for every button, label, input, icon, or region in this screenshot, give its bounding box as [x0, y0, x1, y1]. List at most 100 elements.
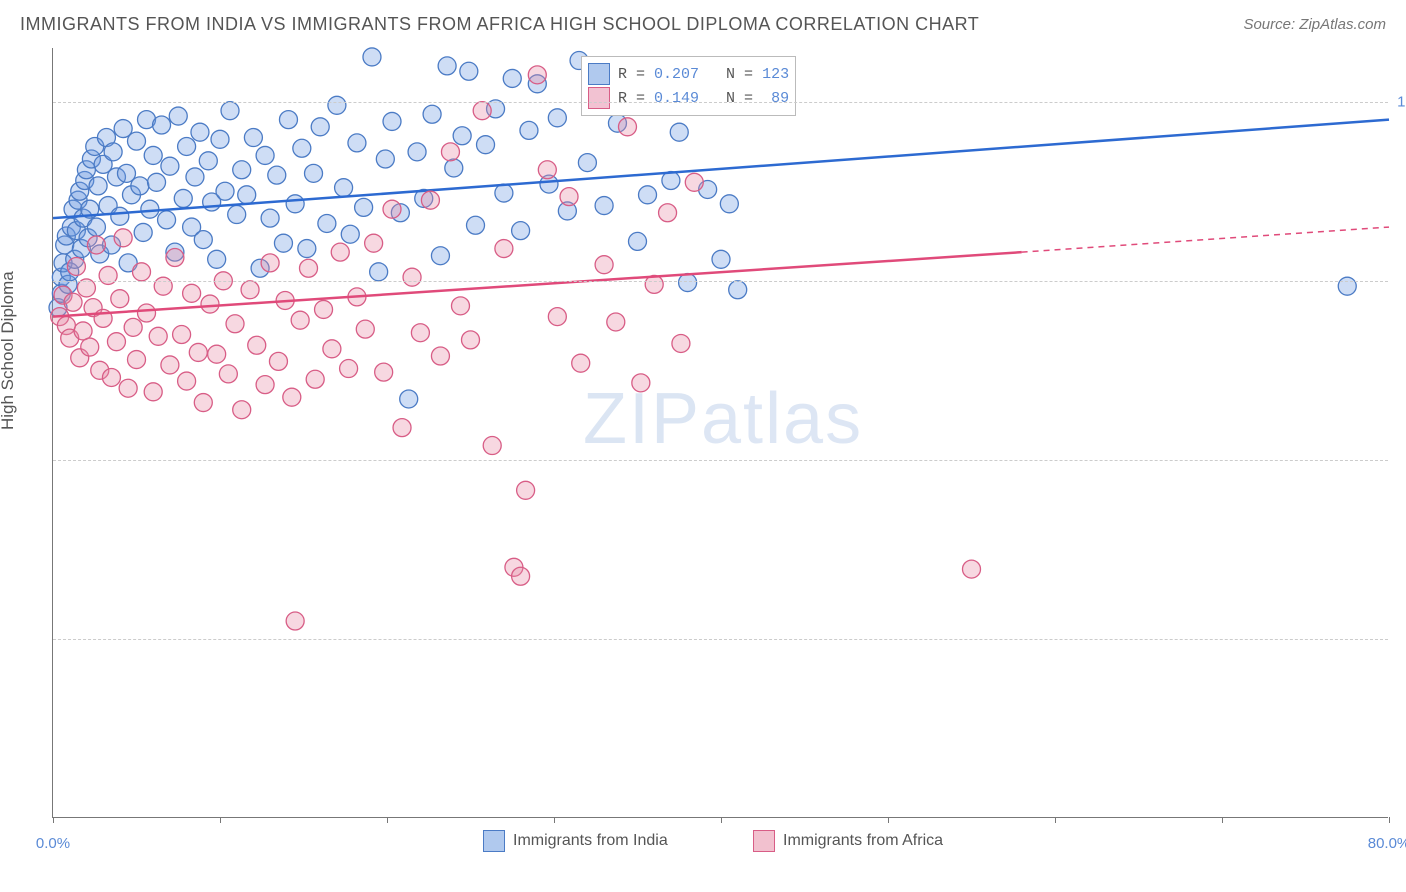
scatter-point-india — [158, 211, 176, 229]
scatter-point-india — [383, 112, 401, 130]
scatter-point-africa — [107, 333, 125, 351]
scatter-point-india — [211, 130, 229, 148]
scatter-point-africa — [607, 313, 625, 331]
scatter-point-africa — [219, 365, 237, 383]
scatter-point-africa — [383, 200, 401, 218]
scatter-point-africa — [618, 118, 636, 136]
scatter-point-africa — [189, 343, 207, 361]
scatter-point-india — [104, 143, 122, 161]
scatter-point-africa — [483, 437, 501, 455]
scatter-point-india — [148, 173, 166, 191]
scatter-point-africa — [149, 327, 167, 345]
scatter-point-africa — [208, 345, 226, 363]
x-tick-mark — [1389, 817, 1390, 823]
scatter-point-africa — [133, 263, 151, 281]
scatter-point-africa — [119, 379, 137, 397]
scatter-point-india — [89, 177, 107, 195]
scatter-point-india — [445, 159, 463, 177]
x-tick-label: 80.0% — [1368, 835, 1406, 852]
scatter-point-india — [520, 121, 538, 139]
scatter-point-africa — [315, 300, 333, 318]
scatter-point-india — [161, 157, 179, 175]
scatter-point-africa — [306, 370, 324, 388]
scatter-point-africa — [411, 324, 429, 342]
scatter-point-india — [208, 250, 226, 268]
scatter-point-africa — [166, 249, 184, 267]
scatter-point-africa — [495, 240, 513, 258]
scatter-point-india — [400, 390, 418, 408]
scatter-point-india — [548, 109, 566, 127]
scatter-point-india — [261, 209, 279, 227]
scatter-point-africa — [283, 388, 301, 406]
scatter-point-africa — [300, 259, 318, 277]
legend-series-africa: Immigrants from Africa — [753, 830, 943, 852]
scatter-point-india — [305, 164, 323, 182]
scatter-point-india — [238, 186, 256, 204]
gridline-h — [53, 460, 1388, 461]
scatter-point-africa — [538, 161, 556, 179]
scatter-point-india — [131, 177, 149, 195]
scatter-point-africa — [632, 374, 650, 392]
scatter-point-india — [186, 168, 204, 186]
scatter-point-africa — [67, 257, 85, 275]
scatter-point-africa — [173, 326, 191, 344]
scatter-point-india — [503, 69, 521, 87]
scatter-point-africa — [194, 394, 212, 412]
scatter-point-africa — [375, 363, 393, 381]
scatter-point-africa — [431, 347, 449, 365]
x-tick-mark — [387, 817, 388, 823]
scatter-point-india — [128, 132, 146, 150]
scatter-point-india — [376, 150, 394, 168]
scatter-point-africa — [365, 234, 383, 252]
scatter-point-india — [467, 216, 485, 234]
scatter-point-india — [194, 231, 212, 249]
legend-series-india: Immigrants from India — [483, 830, 668, 852]
scatter-point-africa — [226, 315, 244, 333]
legend-label-africa: Immigrants from Africa — [783, 832, 943, 850]
scatter-point-india — [298, 240, 316, 258]
correlation-legend: R = 0.207 N = 123R = 0.149 N = 89 — [581, 56, 796, 116]
scatter-point-africa — [111, 290, 129, 308]
scatter-point-africa — [248, 336, 266, 354]
scatter-point-africa — [560, 188, 578, 206]
scatter-point-africa — [393, 419, 411, 437]
scatter-point-africa — [548, 308, 566, 326]
scatter-point-india — [244, 129, 262, 147]
scatter-point-africa — [183, 284, 201, 302]
scatter-point-india — [670, 123, 688, 141]
scatter-point-india — [355, 198, 373, 216]
scatter-point-india — [495, 184, 513, 202]
trend-line-africa — [53, 252, 1022, 316]
scatter-point-africa — [81, 338, 99, 356]
scatter-point-india — [228, 206, 246, 224]
scatter-point-india — [279, 111, 297, 129]
x-tick-mark — [220, 817, 221, 823]
x-tick-label: 0.0% — [36, 835, 70, 852]
scatter-point-africa — [403, 268, 421, 286]
scatter-point-india — [87, 218, 105, 236]
scatter-point-india — [595, 197, 613, 215]
scatter-point-india — [216, 182, 234, 200]
scatter-point-india — [679, 274, 697, 292]
scatter-point-africa — [233, 401, 251, 419]
scatter-point-africa — [331, 243, 349, 261]
scatter-point-india — [274, 234, 292, 252]
scatter-point-africa — [201, 295, 219, 313]
scatter-point-india — [335, 179, 353, 197]
scatter-point-india — [111, 207, 129, 225]
legend-swatch-india — [483, 830, 505, 852]
scatter-point-india — [453, 127, 471, 145]
scatter-point-india — [328, 96, 346, 114]
scatter-point-india — [153, 116, 171, 134]
scatter-point-africa — [261, 254, 279, 272]
legend-corr-swatch-india — [588, 63, 610, 85]
scatter-point-india — [134, 223, 152, 241]
scatter-point-india — [268, 166, 286, 184]
gridline-h — [53, 102, 1388, 103]
scatter-point-india — [341, 225, 359, 243]
scatter-point-africa — [323, 340, 341, 358]
scatter-point-africa — [161, 356, 179, 374]
scatter-point-africa — [291, 311, 309, 329]
scatter-svg — [53, 48, 1388, 817]
scatter-point-africa — [595, 256, 613, 274]
